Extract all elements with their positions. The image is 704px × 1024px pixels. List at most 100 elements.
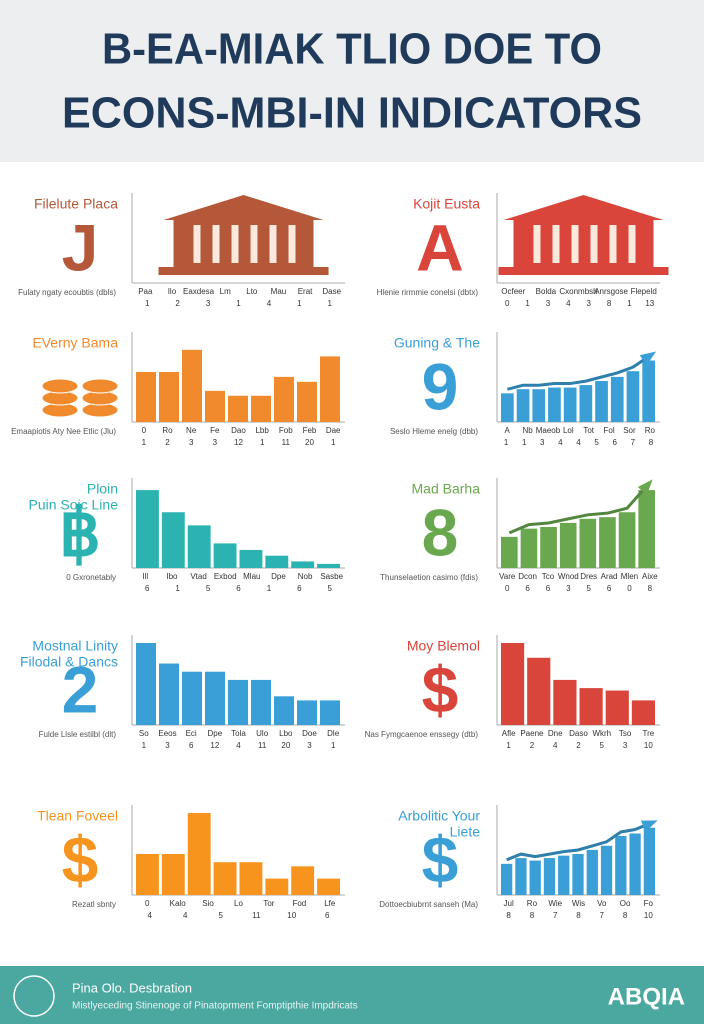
- x-tick-number: 3: [206, 299, 211, 308]
- x-tick-number: 11: [282, 438, 291, 447]
- bar: [182, 671, 202, 725]
- building-step: [158, 267, 329, 275]
- x-tick-label: Dao: [231, 426, 246, 435]
- bar: [265, 555, 289, 568]
- x-tick-label: Daso: [569, 729, 588, 738]
- bar: [548, 387, 561, 422]
- x-tick-label: Mlau: [243, 572, 260, 581]
- x-tick-label: Maeob: [536, 426, 561, 435]
- x-tick-label: Nb: [522, 426, 533, 435]
- x-tick-number: 0: [505, 299, 510, 308]
- bar: [626, 371, 640, 422]
- bar: [501, 643, 525, 725]
- x-tick-label: Mau: [271, 287, 287, 296]
- x-tick-number: 10: [644, 741, 653, 750]
- x-tick-number: 1: [260, 438, 265, 447]
- x-tick-label: Paa: [138, 287, 153, 296]
- panel-title: Mostnal Linity: [32, 638, 118, 654]
- x-tick-label: Eci: [186, 729, 197, 738]
- trend-arrow: [639, 351, 657, 366]
- x-tick-label: Fob: [279, 426, 293, 435]
- bar: [136, 643, 156, 725]
- x-tick-label: Wkrh: [592, 729, 611, 738]
- bar: [205, 671, 225, 725]
- x-tick-number: 3: [540, 438, 545, 447]
- panel-symbol: J: [62, 210, 99, 284]
- x-tick-number: 12: [210, 741, 219, 750]
- x-tick-label: Feb: [303, 426, 317, 435]
- x-tick-label: Vtad: [190, 572, 206, 581]
- bar: [520, 528, 538, 568]
- x-tick-number: 2: [530, 741, 535, 750]
- x-tick-number: 3: [307, 741, 312, 750]
- x-tick-number: 6: [236, 584, 241, 593]
- bar: [610, 376, 624, 422]
- x-tick-number: 1: [331, 438, 336, 447]
- x-tick-number: 12: [234, 438, 243, 447]
- bar: [251, 395, 271, 422]
- x-tick-label: Ne: [186, 426, 197, 435]
- building-column: [212, 225, 220, 263]
- bar: [643, 827, 655, 895]
- x-tick-label: Tor: [263, 899, 274, 908]
- x-tick-number: 6: [145, 584, 150, 593]
- x-tick-number: 6: [525, 584, 530, 593]
- footer-subtitle: Mistlyeceding Stinenoge of Pinatoprment …: [72, 1001, 358, 1012]
- x-tick-label: Lo: [234, 899, 243, 908]
- x-tick-label: Mlen: [621, 572, 638, 581]
- x-tick-number: 1: [236, 299, 241, 308]
- bar: [605, 690, 629, 725]
- x-tick-label: Tre: [643, 729, 655, 738]
- x-tick-label: Fol: [604, 426, 615, 435]
- x-tick-label: Dpe: [207, 729, 222, 738]
- building-column: [250, 225, 258, 263]
- x-tick-number: 1: [267, 584, 272, 593]
- building-column: [628, 225, 636, 263]
- x-tick-label: Ro: [645, 426, 656, 435]
- x-tick-number: 5: [206, 584, 211, 593]
- x-tick-number: 3: [546, 299, 551, 308]
- x-tick-number: 11: [252, 911, 261, 920]
- bar: [540, 527, 557, 568]
- x-tick-label: Fe: [210, 426, 220, 435]
- x-tick-label: Exbod: [214, 572, 237, 581]
- x-tick-label: Fo: [644, 899, 654, 908]
- x-tick-number: 1: [504, 438, 509, 447]
- building-step: [498, 267, 669, 275]
- trend-line: [506, 355, 650, 391]
- x-tick-label: Ulo: [256, 729, 269, 738]
- building-column: [590, 225, 598, 263]
- bar: [317, 563, 340, 568]
- bar: [501, 393, 514, 422]
- bar: [501, 536, 518, 568]
- panel-title: Tlean Foveel: [37, 808, 118, 824]
- bar: [516, 389, 530, 422]
- x-tick-label: 0: [142, 426, 147, 435]
- x-tick-number: 3: [165, 741, 170, 750]
- x-tick-number: 7: [553, 911, 558, 920]
- x-tick-label: Jul: [504, 899, 514, 908]
- x-tick-label: Ocfeer: [501, 287, 525, 296]
- x-tick-label: Eaxdesa: [183, 287, 215, 296]
- bar: [638, 490, 655, 568]
- footer-brand: ABQIA: [608, 983, 685, 1010]
- panel-title: Filelute Placa: [34, 196, 118, 212]
- bar: [291, 561, 315, 568]
- x-tick-label: Cxonmbsh: [559, 287, 597, 296]
- bar: [642, 360, 655, 422]
- bar: [136, 490, 159, 568]
- x-tick-label: Lm: [220, 287, 231, 296]
- x-tick-label: Dne: [548, 729, 563, 738]
- building-column: [533, 225, 541, 263]
- trend-line: [508, 485, 648, 535]
- panel-note: Thunselaetion casimo (fdis): [380, 573, 478, 582]
- panel-note: Seslo Hleme enelg (dbb): [390, 427, 478, 436]
- x-tick-number: 1: [145, 299, 150, 308]
- bar: [228, 395, 248, 422]
- x-tick-number: 4: [558, 438, 563, 447]
- building-column: [231, 225, 239, 263]
- x-tick-number: 1: [297, 299, 302, 308]
- bar: [213, 862, 237, 895]
- bar: [515, 858, 527, 895]
- building-column: [571, 225, 579, 263]
